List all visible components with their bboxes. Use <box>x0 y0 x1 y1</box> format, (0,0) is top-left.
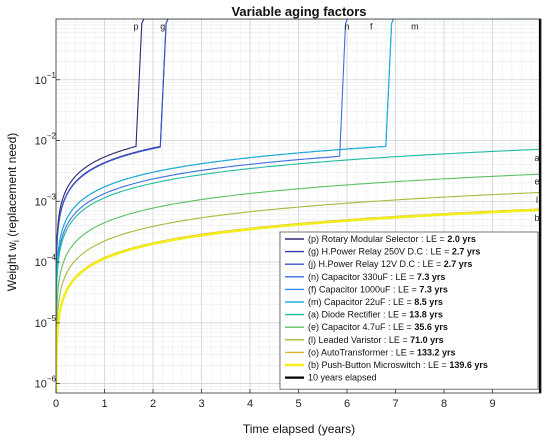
curve-label-n: n <box>344 22 349 32</box>
x-tick-label: 5 <box>295 398 301 410</box>
legend-entry-le: 71.0 yrs <box>410 335 444 345</box>
y-tick-base: 10 <box>35 379 47 391</box>
legend-entry-text: (j) H.Power Relay 12V D.C : LE = <box>308 259 444 269</box>
legend-entry-text: (p) Rotary Modular Selector : LE = <box>308 234 447 244</box>
legend-entry-le: 7.3 yrs <box>419 284 448 294</box>
legend-entry: (b) Push-Button Microswitch : LE = 139.6… <box>308 360 488 370</box>
curve-label-l: l <box>536 195 538 205</box>
y-axis-label-sub: i <box>11 240 21 242</box>
series-line-a <box>56 148 541 359</box>
legend-entry: (g) H.Power Relay 250V D.C : LE = 2.7 yr… <box>308 247 480 257</box>
y-axis-label-main: Weight w <box>5 242 19 291</box>
x-tick-label: 3 <box>198 398 204 410</box>
y-tick-label: 10−2 <box>35 132 57 148</box>
series-line-b <box>56 208 541 393</box>
legend-entry: (j) H.Power Relay 12V D.C : LE = 2.7 yrs <box>308 259 472 269</box>
legend-entry-le: 2.7 yrs <box>452 247 481 257</box>
x-tick-label: 9 <box>489 398 495 410</box>
y-tick-label: 10−1 <box>35 71 57 87</box>
x-axis-label: Time elapsed (years) <box>243 422 355 436</box>
y-axis-label-rest: (replacement need) <box>5 133 19 240</box>
y-tick-base: 10 <box>35 75 47 87</box>
legend-entry-le: 35.6 yrs <box>414 322 448 332</box>
x-tick-label: 8 <box>441 398 447 410</box>
y-tick-exponent: −5 <box>47 314 57 323</box>
y-tick-label: 10−4 <box>35 253 57 269</box>
curve-label-e: e <box>534 177 539 187</box>
legend-entry-text: (e) Capacitor 4.7uF : LE = <box>308 322 414 332</box>
x-tick-label: 4 <box>247 398 253 410</box>
y-tick-label: 10−6 <box>35 375 57 391</box>
legend-entry-le: 13.8 yrs <box>409 310 443 320</box>
legend-entry-le: 133.2 yrs <box>417 347 456 357</box>
legend-entry-text: (b) Push-Button Microswitch : LE = <box>308 360 449 370</box>
legend-entry-text: (m) Capacitor 22uF : LE = <box>308 297 414 307</box>
legend-entry: (l) Leaded Varistor : LE = 71.0 yrs <box>308 335 444 345</box>
legend-entry: (f) Capacitor 1000uF : LE = 7.3 yrs <box>308 284 448 294</box>
y-tick-base: 10 <box>35 257 47 269</box>
y-tick-exponent: −3 <box>47 192 57 201</box>
series-line-n <box>56 19 541 355</box>
x-tick-label: 0 <box>53 398 59 410</box>
legend-entry-text: (g) H.Power Relay 250V D.C : LE = <box>308 247 452 257</box>
y-tick-exponent: −4 <box>47 253 57 262</box>
curve-label-g: g <box>160 22 165 32</box>
legend-entry-le: 8.5 yrs <box>414 297 443 307</box>
legend-entry: (a) Diode Rectifier : LE = 13.8 yrs <box>308 310 443 320</box>
y-tick-label: 10−5 <box>35 314 57 330</box>
curve-label-m: m <box>411 22 419 32</box>
y-tick-base: 10 <box>35 196 47 208</box>
y-tick-base: 10 <box>35 318 47 330</box>
legend-entry-text: (f) Capacitor 1000uF : LE = <box>308 284 419 294</box>
x-tick-label: 6 <box>344 398 350 410</box>
legend-entry-le: 2.0 yrs <box>447 234 476 244</box>
chart-title: Variable aging factors <box>231 4 366 19</box>
y-tick-exponent: −2 <box>47 132 57 141</box>
legend-entry: (m) Capacitor 22uF : LE = 8.5 yrs <box>308 297 443 307</box>
curve-label-b: b <box>534 213 539 223</box>
y-tick-exponent: −6 <box>47 375 57 384</box>
y-tick-base: 10 <box>35 136 47 148</box>
legend-entry-text: (l) Leaded Varistor : LE = <box>308 335 410 345</box>
series-line-m <box>56 19 541 348</box>
legend-entry-text: (n) Capacitor 330uF : LE = <box>308 272 417 282</box>
legend-box <box>279 231 539 390</box>
legend-entry: (p) Rotary Modular Selector : LE = 2.0 y… <box>308 234 476 244</box>
y-axis-label: Weight wi (replacement need) <box>5 133 21 292</box>
series-line-e <box>56 173 541 384</box>
y-tick-label: 10−3 <box>35 192 57 208</box>
legend-entry-le: 139.6 yrs <box>449 360 488 370</box>
series-line-l <box>56 191 541 393</box>
legend-entry-text: (o) AutoTransformer : LE = <box>308 347 417 357</box>
legend-entry-vline: 10 years elapsed <box>308 373 377 383</box>
legend-entry-text: (a) Diode Rectifier : LE = <box>308 310 409 320</box>
x-tick-label: 1 <box>101 398 107 410</box>
legend-entry: (o) AutoTransformer : LE = 133.2 yrs <box>308 347 456 357</box>
legend-entry: (e) Capacitor 4.7uF : LE = 35.6 yrs <box>308 322 448 332</box>
x-tick-label: 2 <box>150 398 156 410</box>
curve-label-p: p <box>134 22 139 32</box>
x-tick-label: 7 <box>392 398 398 410</box>
curve-label-f: f <box>370 22 373 32</box>
curve-label-a: a <box>534 153 539 163</box>
series-line-s2 <box>56 19 541 324</box>
legend-entry: (n) Capacitor 330uF : LE = 7.3 yrs <box>308 272 445 282</box>
legend-entry-le: 2.7 yrs <box>444 259 473 269</box>
y-tick-exponent: −1 <box>47 71 57 80</box>
series-group <box>56 19 541 393</box>
plot-area: 0 1 2 3 4 5 6 7 8 910−610−510−410−310−210−1p g n f ma… <box>35 18 542 410</box>
legend-entry-le: 7.3 yrs <box>417 272 446 282</box>
